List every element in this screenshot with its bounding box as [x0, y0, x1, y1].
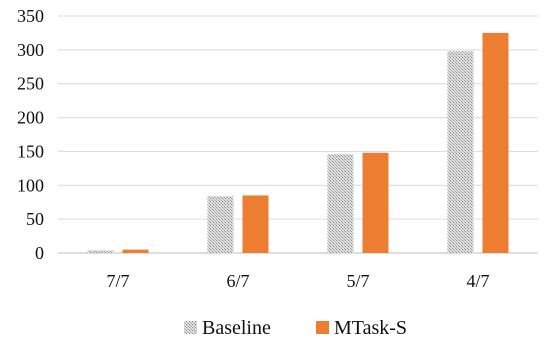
bars	[87, 32, 509, 254]
bar-baseline	[327, 154, 354, 253]
y-tick-label: 200	[17, 108, 44, 128]
legend-label-baseline: Baseline	[202, 317, 271, 339]
y-tick-label: 0	[35, 243, 44, 263]
legend-swatch-mtask-s	[316, 321, 329, 334]
x-tick-label: 5/7	[346, 271, 369, 291]
y-tick-label: 300	[17, 40, 44, 60]
bar-mtask-s	[242, 195, 269, 253]
y-tick-label: 250	[17, 74, 44, 94]
legend-label-mtask-s: MTask-S	[334, 317, 407, 339]
y-axis-ticks: 0 50 100 150 200 250 300 350	[17, 6, 44, 263]
y-tick-label: 150	[17, 141, 44, 161]
bar-mtask-s	[122, 249, 149, 253]
x-axis-ticks: 7/7 6/7 5/7 4/7	[106, 271, 489, 291]
bar-baseline	[447, 51, 474, 254]
legend-swatch-baseline	[184, 321, 197, 334]
y-tick-label: 100	[17, 175, 44, 195]
bar-mtask-s	[482, 32, 509, 253]
legend: Baseline MTask-S	[184, 317, 407, 339]
bar-mtask-s	[362, 152, 389, 253]
x-tick-label: 6/7	[226, 271, 249, 291]
x-tick-label: 4/7	[466, 271, 489, 291]
bar-baseline	[207, 196, 234, 253]
y-tick-label: 50	[26, 209, 44, 229]
x-tick-label: 7/7	[106, 271, 129, 291]
y-tick-label: 350	[17, 6, 44, 26]
gridlines	[58, 15, 538, 254]
bar-baseline	[87, 250, 114, 253]
